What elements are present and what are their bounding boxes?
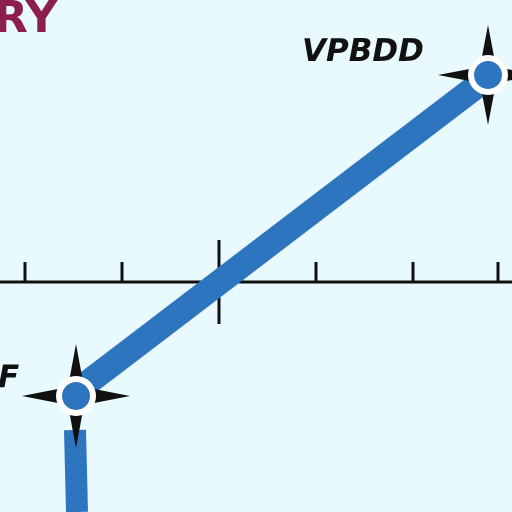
chart-title-fragment: RY [0, 0, 58, 43]
waypoint-label-vpbdd: VPBDD [302, 33, 424, 69]
compulsory-reporting-point-icon [22, 344, 130, 448]
compulsory-reporting-point-icon [438, 25, 512, 125]
route-leg-diagonal [78, 72, 490, 394]
waypoint-label-lower: F [0, 359, 19, 395]
waypoint-lower[interactable] [22, 344, 130, 448]
waypoint-vpbdd[interactable] [438, 25, 512, 125]
